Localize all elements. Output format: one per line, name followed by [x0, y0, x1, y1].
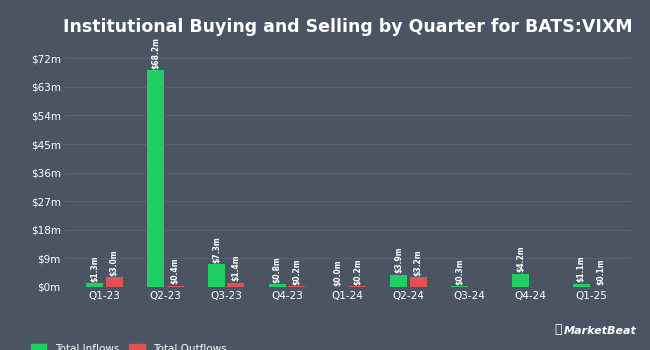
Bar — [390, 275, 408, 287]
Text: $68.2m: $68.2m — [151, 37, 160, 69]
Text: MarketBeat: MarketBeat — [564, 326, 637, 336]
Bar — [349, 286, 366, 287]
Bar — [208, 264, 225, 287]
Text: ⼿: ⼿ — [554, 323, 562, 336]
Text: $0.3m: $0.3m — [455, 258, 464, 285]
Text: $7.3m: $7.3m — [212, 236, 221, 262]
Text: $3.9m: $3.9m — [395, 247, 404, 273]
Text: $1.1m: $1.1m — [577, 256, 586, 282]
Text: $0.2m: $0.2m — [353, 258, 362, 285]
Text: $0.8m: $0.8m — [273, 257, 281, 283]
Text: $0.0m: $0.0m — [333, 259, 343, 286]
Bar — [573, 284, 590, 287]
Text: $1.3m: $1.3m — [90, 255, 99, 282]
Bar — [147, 70, 164, 287]
Text: $3.2m: $3.2m — [414, 249, 422, 275]
Text: $0.1m: $0.1m — [596, 259, 605, 285]
Bar — [86, 283, 103, 287]
Bar — [410, 277, 427, 287]
Bar — [288, 286, 305, 287]
Bar — [106, 278, 123, 287]
Text: $1.4m: $1.4m — [231, 255, 240, 281]
Text: $3.0m: $3.0m — [110, 250, 119, 276]
Text: $4.2m: $4.2m — [516, 246, 525, 272]
Bar — [451, 286, 468, 287]
Bar — [512, 274, 529, 287]
Bar — [268, 285, 286, 287]
Text: $0.4m: $0.4m — [170, 258, 179, 285]
Title: Institutional Buying and Selling by Quarter for BATS:VIXM: Institutional Buying and Selling by Quar… — [63, 18, 632, 36]
Bar — [166, 286, 183, 287]
Text: $0.2m: $0.2m — [292, 258, 301, 285]
Bar — [227, 282, 244, 287]
Legend: Total Inflows, Total Outflows: Total Inflows, Total Outflows — [31, 344, 227, 350]
